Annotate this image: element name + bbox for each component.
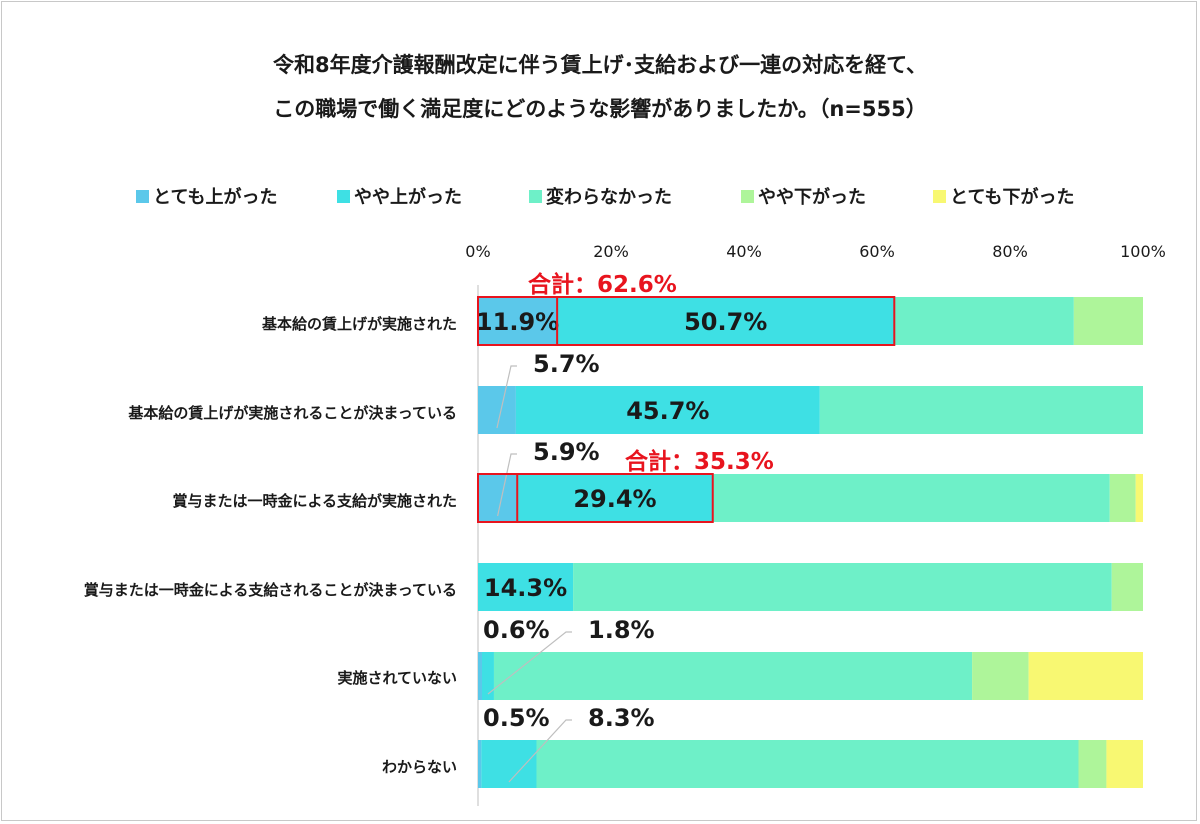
bar-segment-4-0 — [478, 652, 482, 700]
category-label-bonus-implemented: 賞与または一時金による支給が実施された — [172, 492, 457, 510]
bar-segment-0-0 — [478, 297, 558, 345]
legend: とても上がった やや上がった 変わらなかった やや下がった とても下がった — [0, 183, 1200, 209]
legend-swatch — [741, 189, 754, 203]
legend-label: やや上がった — [354, 187, 462, 208]
data-label: 45.7% — [626, 397, 709, 425]
sum-annotation: 合計：35.3% — [625, 448, 774, 475]
data-label: 14.3% — [484, 574, 567, 602]
data-label: 8.3% — [588, 704, 655, 732]
legend-swatch — [136, 189, 149, 203]
x-tick-label: 0% — [465, 242, 490, 261]
bar-segment-2-4 — [1135, 474, 1143, 522]
data-label: 0.5% — [483, 704, 550, 732]
legend-item-very-increased: とても上がった — [136, 183, 278, 209]
bar-segment-0-1 — [557, 297, 895, 345]
bar-segment-5-2 — [536, 740, 1079, 788]
data-label: 5.9% — [533, 438, 600, 466]
x-tick-label: 80% — [992, 242, 1028, 261]
legend-item-slightly-increased: やや上がった — [337, 183, 462, 209]
bar-segment-5-4 — [1106, 740, 1143, 788]
category-label-base-pay-implemented: 基本給の賃上げが実施された — [261, 315, 457, 333]
bar-segment-4-3 — [972, 652, 1029, 700]
x-tick-label: 60% — [859, 242, 895, 261]
data-label: 5.7% — [533, 350, 600, 378]
bar-segment-2-3 — [1109, 474, 1136, 522]
legend-swatch — [933, 189, 946, 203]
legend-label: 変わらなかった — [546, 187, 672, 208]
leader-line — [508, 719, 572, 783]
bar-segment-5-3 — [1078, 740, 1107, 788]
data-label: 0.6% — [483, 616, 550, 644]
data-label: 29.4% — [573, 485, 656, 513]
bar-segment-5-1 — [481, 740, 537, 788]
bar-segment-3-3 — [1111, 563, 1143, 611]
bar-segment-0-3 — [1073, 297, 1143, 345]
bar-segment-4-1 — [481, 652, 494, 700]
sum-annotation: 合計：62.6% — [528, 271, 677, 298]
x-tick-label: 20% — [593, 242, 629, 261]
chart-title-line-2: この職場で働く満足度にどのような影響がありましたか。（n=555） — [273, 97, 927, 121]
legend-item-slightly-decreased: やや下がった — [741, 183, 866, 209]
bar-segment-3-1 — [478, 563, 574, 611]
legend-swatch — [337, 189, 350, 203]
bar-segment-4-2 — [493, 652, 973, 700]
x-tick-label: 100% — [1120, 242, 1166, 261]
bar-segment-2-1 — [517, 474, 713, 522]
data-label: 50.7% — [684, 308, 767, 336]
leader-line — [497, 453, 517, 517]
data-label: 1.8% — [588, 616, 655, 644]
leader-line — [487, 631, 572, 695]
bar-segment-5-0 — [478, 740, 482, 788]
chart-title-line-1: 令和8年度介護報酬改定に伴う賃上げ･支給および一連の対応を経て、 — [272, 53, 928, 77]
bar-segment-0-2 — [894, 297, 1074, 345]
sum-highlight-box — [477, 296, 896, 346]
bar-segment-2-2 — [712, 474, 1110, 522]
bar-segment-4-4 — [1028, 652, 1143, 700]
leader-line — [496, 365, 517, 429]
category-label-unknown: わからない — [381, 758, 457, 776]
legend-item-unchanged: 変わらなかった — [529, 183, 672, 209]
bar-segment-1-2 — [819, 386, 1143, 434]
legend-label: とても上がった — [153, 187, 278, 208]
category-label-base-pay-decided: 基本給の賃上げが実施されることが決まっている — [128, 404, 457, 422]
category-label-not-implemented: 実施されていない — [337, 669, 457, 687]
legend-label: とても下がった — [950, 187, 1075, 208]
legend-label: やや下がった — [758, 187, 866, 208]
category-label-bonus-decided: 賞与または一時金による支給されることが決まっている — [83, 581, 457, 599]
bar-segment-1-1 — [515, 386, 820, 434]
legend-swatch — [529, 189, 542, 203]
sum-highlight-box — [477, 473, 714, 523]
data-label: 11.9% — [476, 308, 559, 336]
bar-segment-3-2 — [573, 563, 1112, 611]
legend-item-very-decreased: とても下がった — [933, 183, 1075, 209]
x-tick-label: 40% — [726, 242, 762, 261]
